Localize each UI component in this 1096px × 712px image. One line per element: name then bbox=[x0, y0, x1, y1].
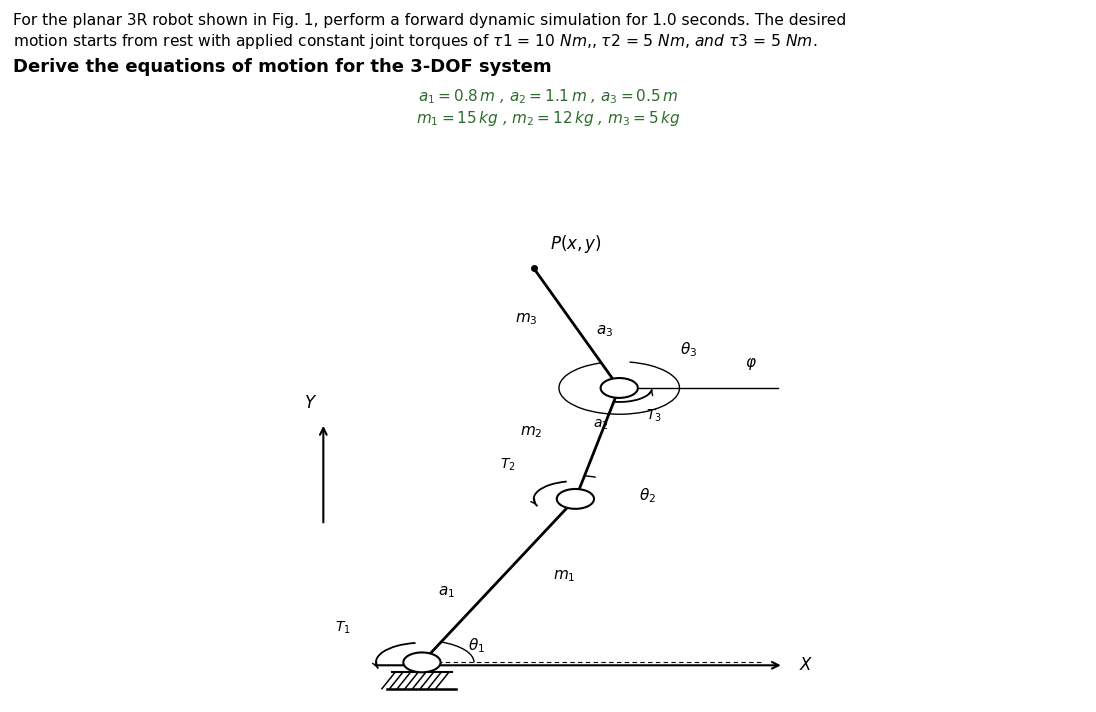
Text: $a_1 = 0.8\,m$ , $a_2 = 1.1\,m$ , $a_3 = 0.5\,m$: $a_1 = 0.8\,m$ , $a_2 = 1.1\,m$ , $a_3 =… bbox=[418, 87, 678, 105]
Text: $T_1$: $T_1$ bbox=[335, 619, 351, 636]
Text: Y: Y bbox=[305, 394, 316, 412]
Text: $P(x,y)$: $P(x,y)$ bbox=[550, 234, 602, 256]
Circle shape bbox=[403, 652, 441, 672]
Text: $\theta_2$: $\theta_2$ bbox=[639, 486, 657, 506]
Circle shape bbox=[557, 489, 594, 509]
Text: $\theta_1$: $\theta_1$ bbox=[468, 637, 486, 655]
Text: $T_2$: $T_2$ bbox=[500, 457, 515, 473]
Text: $a_1$: $a_1$ bbox=[437, 585, 455, 600]
Circle shape bbox=[601, 378, 638, 398]
Text: $\theta_3$: $\theta_3$ bbox=[680, 340, 697, 359]
Text: $m_1 = 15\,kg$ , $m_2 = 12\,kg$ , $m_3 = 5\,kg$: $m_1 = 15\,kg$ , $m_2 = 12\,kg$ , $m_3 =… bbox=[415, 109, 681, 128]
Text: motion starts from rest with applied constant joint torques of $\tau 1$ = 10 $Nm: motion starts from rest with applied con… bbox=[13, 32, 818, 51]
Text: $m_1$: $m_1$ bbox=[553, 568, 576, 584]
Text: $a_3$: $a_3$ bbox=[596, 323, 614, 339]
Text: X: X bbox=[800, 656, 811, 674]
Text: $m_2$: $m_2$ bbox=[520, 424, 543, 439]
Text: For the planar 3R robot shown in Fig. 1, perform a forward dynamic simulation fo: For the planar 3R robot shown in Fig. 1,… bbox=[13, 13, 846, 28]
Text: $\varphi$: $\varphi$ bbox=[745, 355, 757, 372]
Text: $T_3$: $T_3$ bbox=[647, 408, 662, 424]
Text: $a_2$: $a_2$ bbox=[593, 417, 608, 431]
Text: $m_3$: $m_3$ bbox=[515, 312, 538, 328]
Text: Derive the equations of motion for the 3-DOF system: Derive the equations of motion for the 3… bbox=[13, 58, 551, 76]
